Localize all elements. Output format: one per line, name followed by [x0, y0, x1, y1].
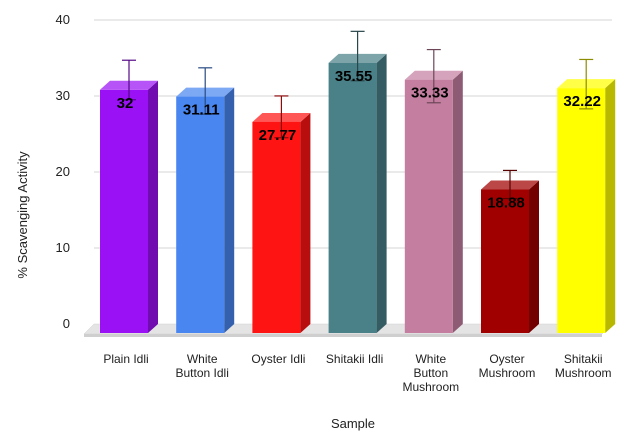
bar-side-shitakii-idli: [376, 53, 387, 333]
error-bar-white-button-mushroom: [426, 48, 441, 104]
y-axis-ticks: 0 10 20 30 40: [56, 12, 70, 331]
y-axis-title: % Scavenging Activity: [15, 151, 30, 279]
data-label-oyster-mushroom: 18.88: [487, 195, 525, 212]
bar-oyster-mushroom: 18.88: [481, 169, 539, 333]
bar-front-white-button-idli: [176, 96, 225, 334]
bar-oyster-idli: 27.77: [252, 95, 311, 333]
y-tick-30: 30: [56, 88, 70, 103]
error-bar-white-button-idli: [198, 67, 213, 115]
bar-front-white-button-mushroom: [404, 79, 453, 333]
floor-edge: [84, 334, 602, 337]
bar-front-shitakii-mushroom: [557, 88, 606, 334]
bar-side-plain-idli: [148, 80, 158, 333]
x-tick-oyster-idli: Oyster Idli: [251, 352, 305, 366]
bar-shitakii-idli: 35.55: [328, 30, 387, 333]
x-axis-categories: Plain Idli White Button Idli Oyster Idli Shi…: [103, 352, 611, 394]
bar-front-shitakii-idli: [328, 62, 377, 333]
y-tick-0: 0: [63, 316, 70, 331]
x-tick-plain-idli: Plain Idli: [103, 352, 148, 366]
data-label-oyster-idli: 27.77: [259, 127, 297, 144]
y-tick-20: 20: [56, 164, 70, 179]
bar-white-button-idli: 31.11: [176, 67, 235, 334]
data-label-white-button-idli: 31.11: [183, 102, 220, 119]
data-label-shitakii-mushroom: 32.22: [563, 93, 601, 110]
bar-front-plain-idli: [100, 89, 148, 333]
bar-plain-idli: 32: [100, 59, 158, 333]
data-label-shitakii-idli: 35.55: [335, 68, 373, 85]
data-label-white-button-mushroom: 33.33: [411, 85, 449, 102]
data-label-plain-idli: 32: [117, 95, 134, 112]
error-bar-oyster-idli: [274, 95, 289, 139]
bar-front-oyster-idli: [252, 121, 301, 333]
bar-side-oyster-idli: [300, 112, 311, 333]
bar-white-button-mushroom: 33.33: [404, 48, 463, 333]
bar-side-shitakii-mushroom: [605, 79, 616, 334]
bar-side-white-button-idli: [224, 87, 235, 334]
x-tick-white-button-mushroom: White Button Mushroom: [402, 352, 459, 394]
bars: 32 31.11 27.77 35.55 33.33 18.88 32.22: [100, 30, 616, 334]
y-tick-40: 40: [56, 12, 70, 27]
x-axis-title: Sample: [331, 416, 375, 431]
error-bar-plain-idli: [122, 59, 136, 101]
bar-side-oyster-mushroom: [529, 180, 539, 333]
bar-front-oyster-mushroom: [481, 189, 529, 333]
error-bar-oyster-mushroom: [503, 169, 517, 200]
y-tick-10: 10: [56, 240, 70, 255]
bar-side-white-button-mushroom: [452, 70, 463, 333]
x-tick-shitakii-idli: Shitakii Idli: [326, 352, 383, 366]
x-tick-shitakii-mushroom: Shitakii Mushroom: [555, 352, 612, 380]
x-tick-oyster-mushroom: Oyster Mushroom: [479, 352, 536, 380]
bar-shitakii-mushroom: 32.22: [557, 58, 616, 334]
x-tick-white-button-idli: White Button Idli: [176, 352, 229, 380]
error-bar-shitakii-idli: [350, 30, 365, 82]
error-bar-shitakii-mushroom: [579, 58, 594, 110]
